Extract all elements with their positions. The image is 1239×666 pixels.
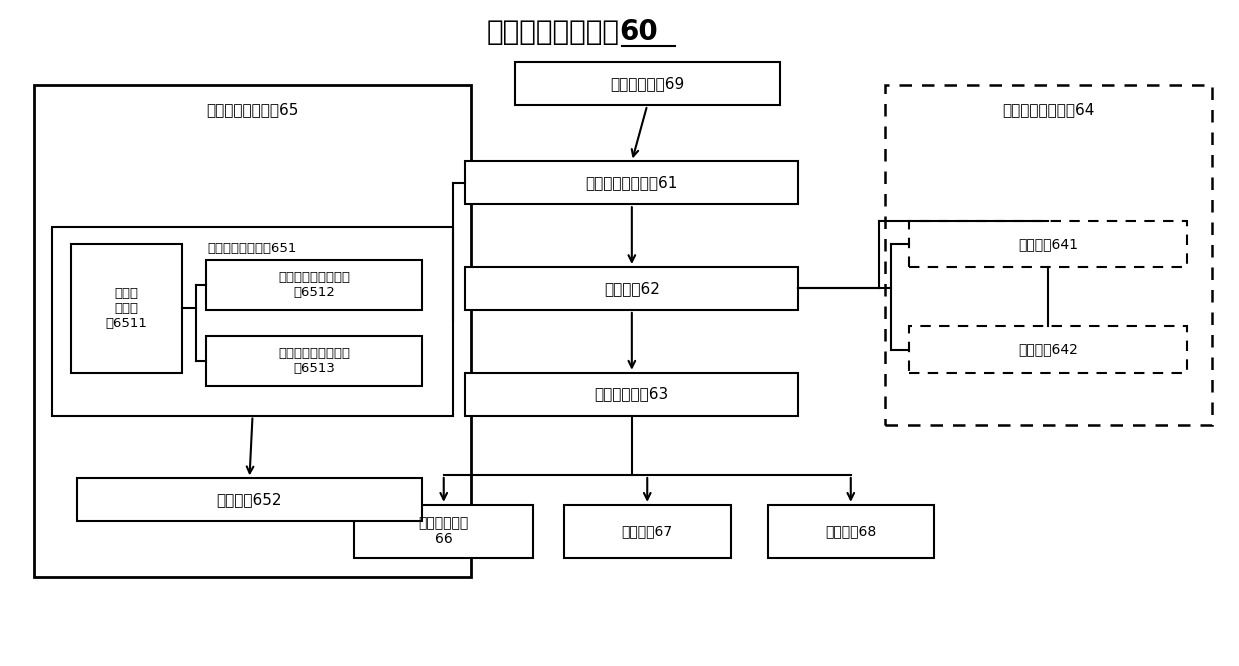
Bar	[466, 161, 798, 204]
Text: 语音结束帧判定子单
元6513: 语音结束帧判定子单 元6513	[279, 347, 351, 375]
Text: 情绪判定模块63: 情绪判定模块63	[595, 386, 669, 402]
Text: 语音信息处理装置: 语音信息处理装置	[487, 19, 620, 47]
Bar	[207, 336, 422, 386]
Bar	[885, 85, 1212, 426]
Bar	[354, 505, 533, 557]
Bar	[466, 372, 798, 416]
Bar	[466, 267, 798, 310]
Text: 统计模块67: 统计模块67	[622, 524, 673, 538]
Text: 提取单元652: 提取单元652	[217, 492, 282, 507]
Text: 情绪呈现模块
66: 情绪呈现模块 66	[419, 516, 468, 546]
Text: 第一判
断子单
元6511: 第一判 断子单 元6511	[105, 287, 147, 330]
Text: 匹配模块62: 匹配模块62	[603, 281, 660, 296]
Bar	[564, 505, 731, 557]
Bar	[514, 62, 779, 105]
Text: 60: 60	[620, 19, 658, 47]
Bar	[909, 326, 1187, 372]
Text: 音频特征提取模块61: 音频特征提取模块61	[586, 175, 678, 190]
Text: 语句端点检测单元651: 语句端点检测单元651	[208, 242, 297, 255]
Text: 提醒模块68: 提醒模块68	[825, 524, 876, 538]
Bar	[52, 227, 453, 416]
Text: 语音开始帧判定子单
元6512: 语音开始帧判定子单 元6512	[279, 271, 351, 299]
Bar	[207, 260, 422, 310]
Text: 训练单元642: 训练单元642	[1018, 342, 1078, 356]
Text: 语音片段提取模块65: 语音片段提取模块65	[207, 102, 299, 117]
Bar	[71, 244, 182, 372]
Bar	[77, 478, 422, 521]
Text: 情绪模型建立模块64: 情绪模型建立模块64	[1002, 102, 1094, 117]
Bar	[767, 505, 934, 557]
Bar	[909, 220, 1187, 267]
Text: 聚类单元641: 聚类单元641	[1018, 237, 1078, 251]
Text: 语音拾取模块69: 语音拾取模块69	[610, 76, 684, 91]
Bar	[33, 85, 472, 577]
